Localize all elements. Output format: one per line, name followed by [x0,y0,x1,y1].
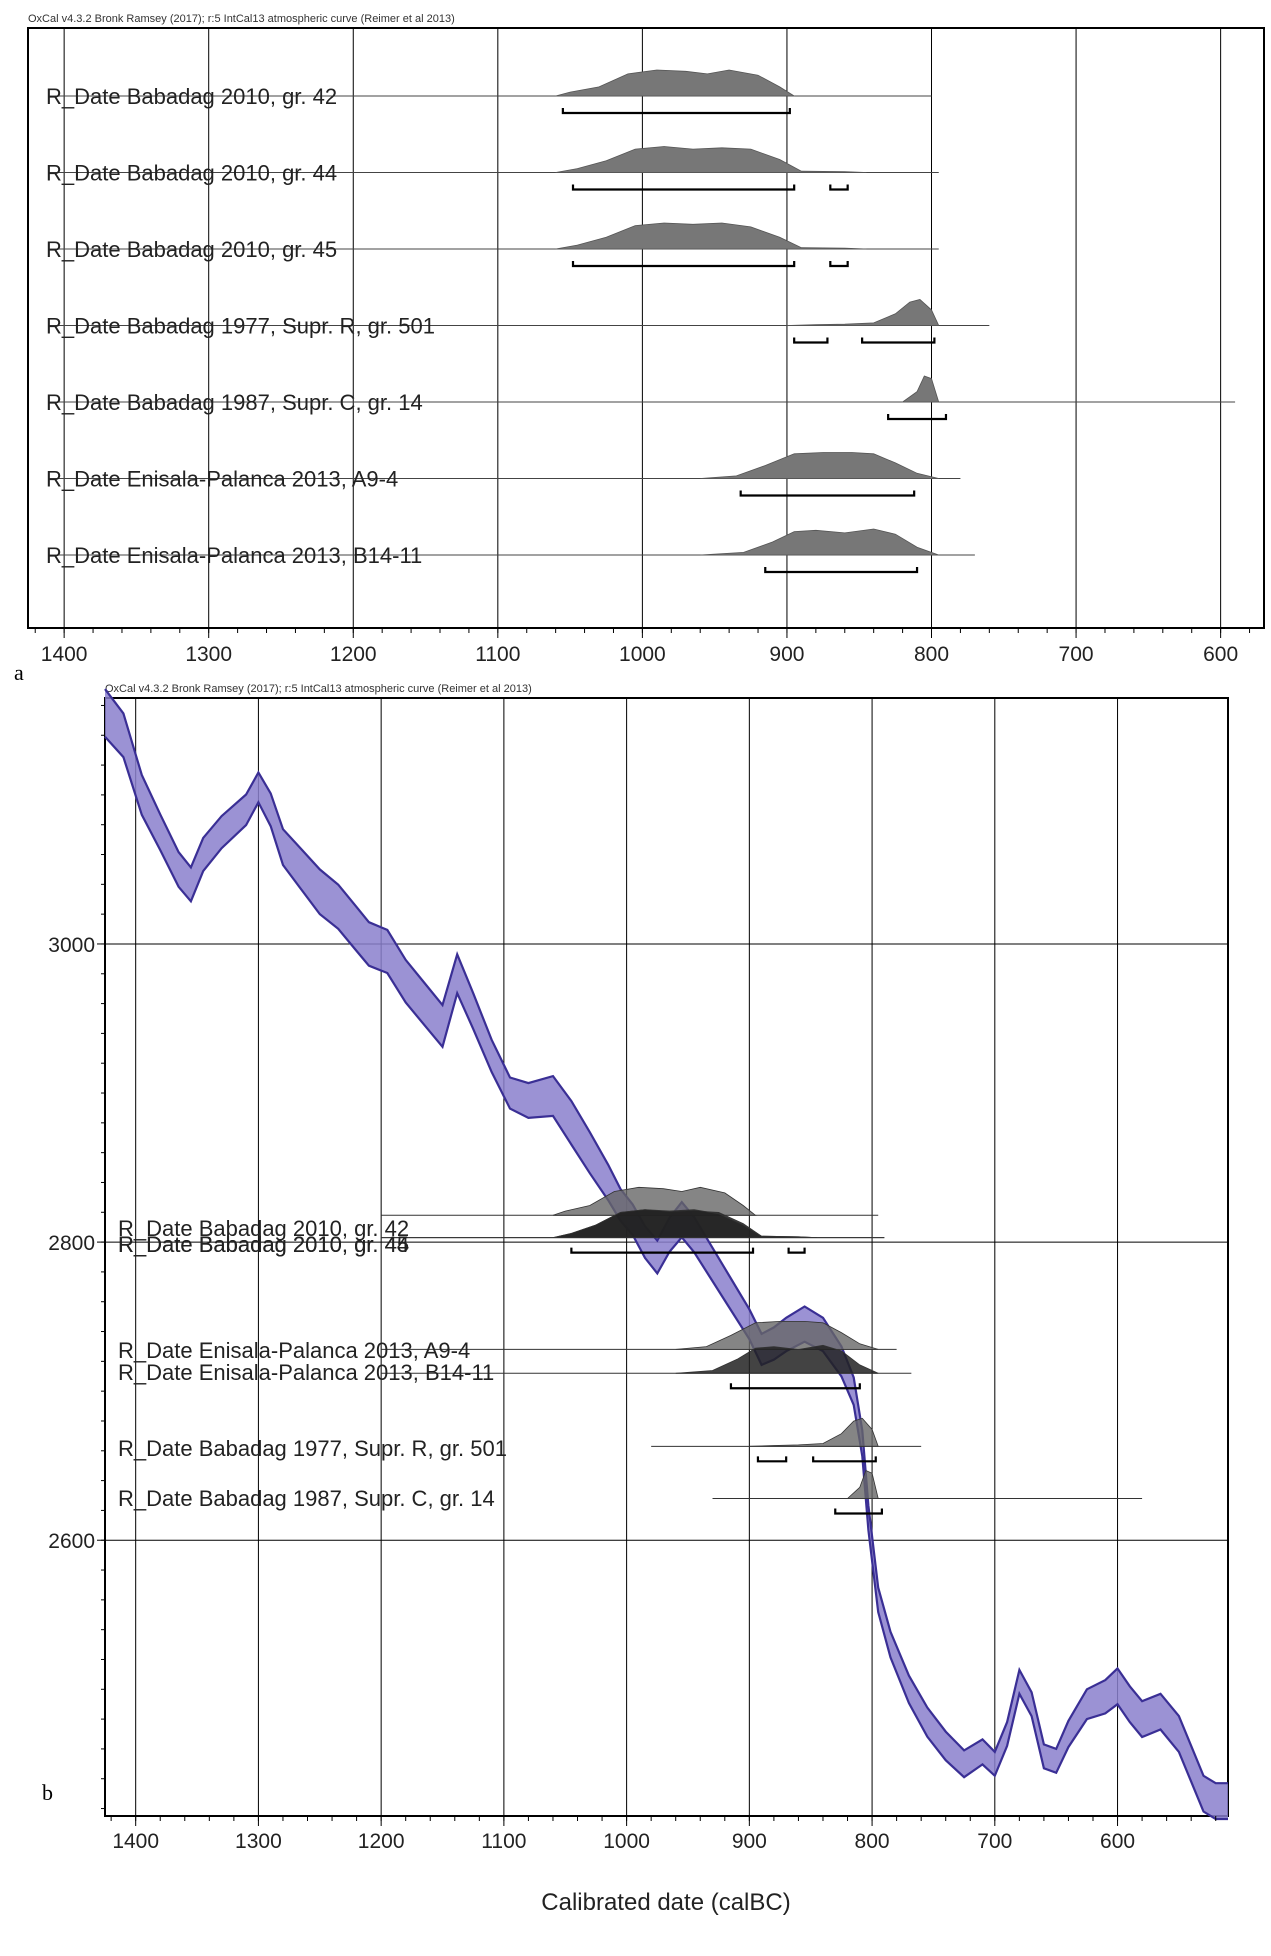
panel-b-x-tick-label: 1100 [481,1830,526,1853]
date-label: R_Date Enisala-Palanca 2013, A9-4 [46,467,398,492]
range-bracket [829,261,849,268]
panel-b-x-tick-label: 1200 [358,1830,405,1853]
panel-a-x-axis: 1400 1300 1200 1100 1000 900 800 700 600 [34,628,1251,666]
date-label: R_Date Babadag 2010, gr. 42 [118,1216,409,1241]
date-label: R_Date Babadag 1987, Supr. C, gr. 14 [46,390,423,415]
range-bracket [561,108,791,115]
panel-a-x-tick-label: 1400 [41,643,88,666]
date-row: R_Date Babadag 2010, gr. 44 [46,146,939,191]
panel-a-x-tick-label: 1100 [475,643,520,666]
panel-b-x-tick-label: 800 [855,1830,890,1853]
panel-b-x-tick-label: 900 [732,1830,767,1853]
date-overlay: R_Date Enisala-Palanca 2013, A9-4 [118,1321,897,1363]
date-label: R_Date Babadag 2010, gr. 45 [118,1232,409,1257]
range-bracket [834,1508,883,1515]
probability-distribution [749,1417,879,1447]
date-row: R_Date Babadag 1987, Supr. C, gr. 14 [46,375,1236,421]
probability-distribution [555,69,796,97]
date-label: R_Date Enisala-Palanca 2013, A9-4 [118,1338,470,1363]
probability-distribution [552,1186,757,1216]
range-bracket [739,490,916,497]
date-label: R_Date Babadag 1987, Supr. C, gr. 14 [118,1486,495,1511]
panel-b-y-tick-label: 2800 [48,1232,95,1255]
probability-distribution [846,1469,879,1499]
date-row: R_Date Enisala-Palanca 2013, A9-4 [46,452,961,497]
date-overlay: R_Date Enisala-Palanca 2013, B14-11 [118,1344,912,1390]
panel-a-x-tick-label: 700 [1059,643,1094,666]
panel-a-x-tick-label: 900 [769,643,804,666]
probability-distribution [555,222,867,250]
range-bracket [571,261,796,268]
date-row: R_Date Babadag 1977, Supr. R, gr. 501 [46,299,990,344]
range-bracket [787,1247,806,1254]
date-row: R_Date Babadag 2010, gr. 42 [46,69,932,115]
date-label: R_Date Enisala-Palanca 2013, B14-11 [118,1360,494,1385]
panel-b-x-tick-label: 700 [977,1830,1012,1853]
panel-b-grid [105,698,1228,1816]
range-bracket [861,337,936,344]
panel-b-x-tick-label: 1400 [112,1830,159,1853]
panel-b-letter: b [42,1780,53,1805]
panel-a-x-tick-label: 800 [914,643,949,666]
date-overlay: R_Date Babadag 2010, gr. 45 [118,1209,885,1257]
probability-distribution [675,1321,879,1350]
range-bracket [764,567,919,574]
panel-b-y-tick-label: 2600 [48,1530,95,1553]
date-overlay: R_Date Babadag 1987, Supr. C, gr. 14 [118,1469,1143,1515]
panel-a-frame [27,27,1265,629]
panel-b-y-tick-label: 3000 [48,934,95,957]
panel-a: OxCal v4.3.2 Bronk Ramsey (2017); r:5 In… [14,13,1265,685]
probability-distribution [675,1344,879,1374]
range-bracket [829,184,849,191]
date-row: R_Date Enisala-Palanca 2013, B14-11 [46,528,975,574]
date-label: R_Date Enisala-Palanca 2013, B14-11 [46,543,422,568]
panel-b-y-axis: 2600 2800 3000 [48,704,105,1810]
date-label: R_Date Babadag 2010, gr. 42 [46,84,337,109]
panel-a-credit: OxCal v4.3.2 Bronk Ramsey (2017); r:5 In… [28,13,455,25]
range-bracket [729,1383,861,1390]
panel-a-grid [63,28,1222,628]
calibration-curve-lower-edge [104,736,1228,1821]
panel-a-x-tick-label: 600 [1203,643,1238,666]
panel-a-x-tick-label: 1200 [330,643,377,666]
date-label: R_Date Babadag 1977, Supr. R, gr. 501 [118,1436,507,1461]
date-row: R_Date Babadag 2010, gr. 45 [46,222,939,268]
date-label: R_Date Babadag 1977, Supr. R, gr. 501 [46,314,435,339]
panel-a-letter: a [14,660,24,685]
panel-b-dates: R_Date Babadag 2010, gr. 42R_Date Babada… [118,1186,1143,1515]
panel-b-credit: OxCal v4.3.2 Bronk Ramsey (2017); r:5 In… [105,683,532,695]
probability-distribution [700,452,939,479]
panel-a-dates: R_Date Babadag 2010, gr. 42 R_Date Babada… [46,69,1236,574]
date-label: R_Date Babadag 2010, gr. 44 [118,1232,409,1257]
range-bracket [887,414,948,421]
date-overlay: R_Date Babadag 1977, Supr. R, gr. 501 [118,1417,922,1463]
panel-b-x-tick-label: 1300 [235,1830,282,1853]
date-label: R_Date Babadag 2010, gr. 45 [46,237,337,262]
range-bracket [571,184,796,191]
range-bracket [570,1247,755,1254]
probability-distribution [700,528,939,556]
probability-distribution [555,146,867,173]
panel-b-x-axis-label: Calibrated date (calBC) [541,1889,790,1916]
probability-distribution [552,1209,817,1238]
date-label: R_Date Babadag 2010, gr. 44 [46,161,337,186]
probability-distribution [901,375,940,403]
panel-b-x-axis: 1400 1300 1200 1100 1000 900 800 700 600 [110,1816,1217,1853]
range-bracket [793,337,829,344]
probability-distribution [786,299,940,326]
panel-a-x-tick-label: 1300 [185,643,232,666]
range-bracket [756,1456,788,1463]
panel-b-x-tick-label: 1000 [603,1830,650,1853]
panel-a-x-tick-label: 1000 [619,643,666,666]
panel-b-x-tick-label: 600 [1100,1830,1135,1853]
range-bracket [812,1456,877,1463]
panel-b: OxCal v4.3.2 Bronk Ramsey (2017); r:5 In… [42,683,1229,1916]
